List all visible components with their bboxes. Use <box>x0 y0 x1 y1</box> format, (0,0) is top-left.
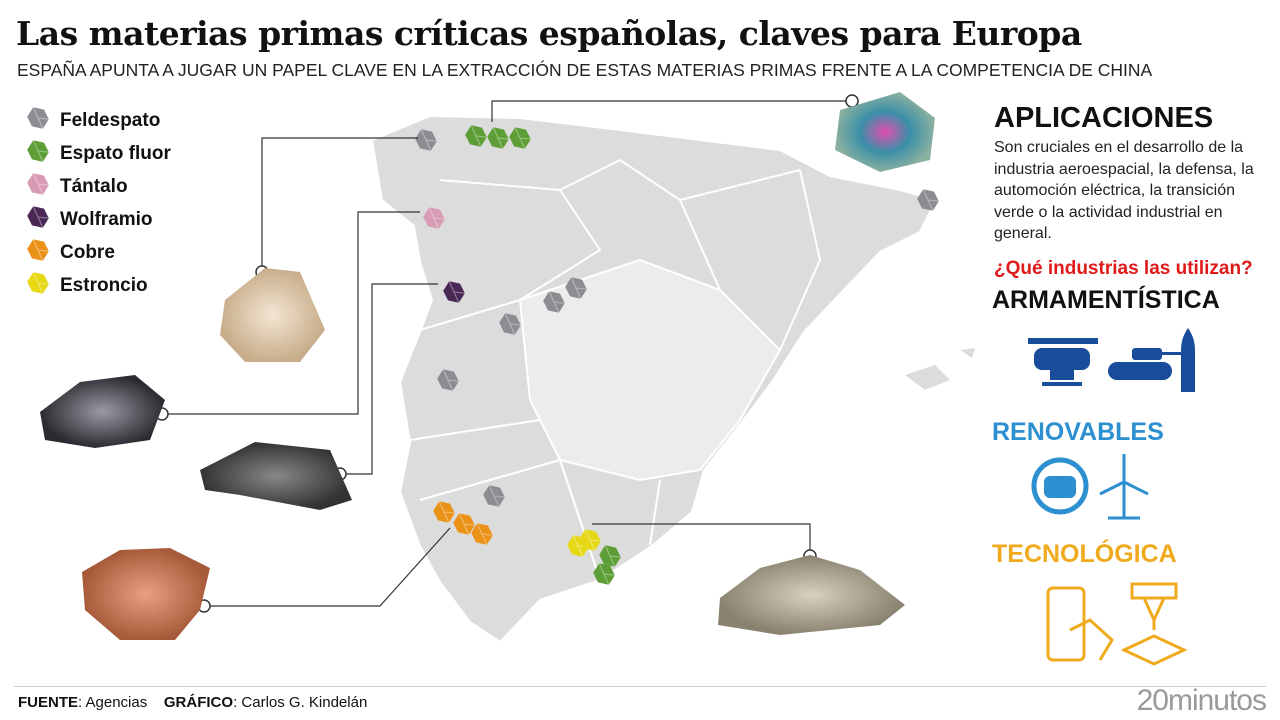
category-armamentistica: ARMAMENTÍSTICA <box>992 286 1220 314</box>
mineral-markers <box>415 124 939 586</box>
electric-car-icon <box>1031 457 1089 515</box>
legend-item: Espato fluor <box>26 137 171 170</box>
category-renovables: RENOVABLES <box>992 418 1164 446</box>
legend-item: Estroncio <box>26 269 171 302</box>
graphic-value: : Carlos G. Kindelán <box>233 694 368 711</box>
mineral-marker-wolframio <box>443 280 465 304</box>
industries-question: ¿Qué industrias las utilizan? <box>994 257 1253 279</box>
mineral-marker-feldespato <box>917 188 939 212</box>
graphic-label: GRÁFICO <box>163 694 234 711</box>
mineral-marker-cobre <box>471 522 493 546</box>
legend-label: Feldespato <box>60 109 161 131</box>
tank-icon <box>1108 348 1186 380</box>
gem-icon <box>26 106 60 136</box>
legend-item: Cobre <box>26 236 171 269</box>
mineral-marker-feldespato <box>415 128 437 152</box>
source-label: FUENTE <box>18 694 78 711</box>
3d-printer-icon <box>1120 582 1188 666</box>
legend: Feldespato Espato fluor Tántalo Wolframio Co… <box>26 104 171 302</box>
smartphone-icon <box>1046 586 1114 662</box>
20minutos-logo: 20minutos <box>1136 684 1267 717</box>
bullet-icon <box>1181 328 1195 392</box>
mineral-marker-espato-fluor <box>465 124 487 148</box>
mineral-marker-cobre <box>433 500 455 524</box>
legend-item: Wolframio <box>26 203 171 236</box>
mineral-marker-feldespato <box>483 484 505 508</box>
espato-fluor-rock-image <box>835 92 935 172</box>
mineral-marker-cobre <box>453 512 475 536</box>
mineral-marker-feldespato <box>437 368 459 392</box>
gem-icon <box>26 238 60 268</box>
legend-label: Cobre <box>60 241 115 263</box>
estroncio-rock-image <box>718 555 905 635</box>
source-value: : Agencias <box>78 694 148 711</box>
mineral-marker-espato-fluor <box>509 126 531 150</box>
subtitle: ESPAÑA APUNTA A JUGAR UN PAPEL CLAVE EN … <box>17 60 1153 80</box>
applications-title: APLICACIONES <box>994 102 1214 134</box>
wind-turbine-icon <box>1099 454 1149 520</box>
mineral-marker-espato-fluor <box>593 562 615 586</box>
mineral-marker-feldespato <box>565 276 587 300</box>
mineral-marker-tántalo <box>423 206 445 230</box>
legend-label: Tántalo <box>60 175 128 197</box>
armament-icons <box>1028 328 1195 392</box>
central-region <box>518 258 782 482</box>
legend-item: Feldespato <box>26 104 171 137</box>
mineral-marker-feldespato <box>499 312 521 336</box>
applications-text: Son cruciales en el desarrollo de la ind… <box>994 139 1254 242</box>
page-title: Las materias primas críticas españolas, … <box>16 14 1082 53</box>
category-tecnologica: TECNOLÓGICA <box>992 540 1177 568</box>
renewables-icons <box>1031 454 1149 520</box>
wolframio-rock-image <box>40 375 165 448</box>
mineral-marker-feldespato <box>543 290 565 314</box>
legend-label: Espato fluor <box>60 142 171 164</box>
mineral-marker-estroncio <box>579 528 601 552</box>
legend-item: Tántalo <box>26 170 171 203</box>
gem-icon <box>26 139 60 169</box>
feldespato-rock-image <box>220 268 325 362</box>
helicopter-icon <box>1028 338 1098 386</box>
region-lines <box>409 159 822 581</box>
technology-icons <box>1046 582 1188 666</box>
tantalo-rock-image <box>200 442 352 510</box>
gem-icon <box>26 172 60 202</box>
gem-icon <box>26 271 60 301</box>
mineral-marker-espato-fluor <box>487 126 509 150</box>
gem-icon <box>26 205 60 235</box>
footer-divider <box>14 686 1266 687</box>
cobre-rock-image <box>82 548 210 640</box>
legend-label: Wolframio <box>60 208 153 230</box>
mineral-marker-espato-fluor <box>599 544 621 568</box>
applications-panel: APLICACIONES Son cruciales en el desarro… <box>994 102 1274 280</box>
balearic-islands <box>905 348 975 390</box>
footer-credits: FUENTE: Agencias GRÁFICO: Carlos G. Kind… <box>18 694 367 711</box>
legend-label: Estroncio <box>60 274 148 296</box>
